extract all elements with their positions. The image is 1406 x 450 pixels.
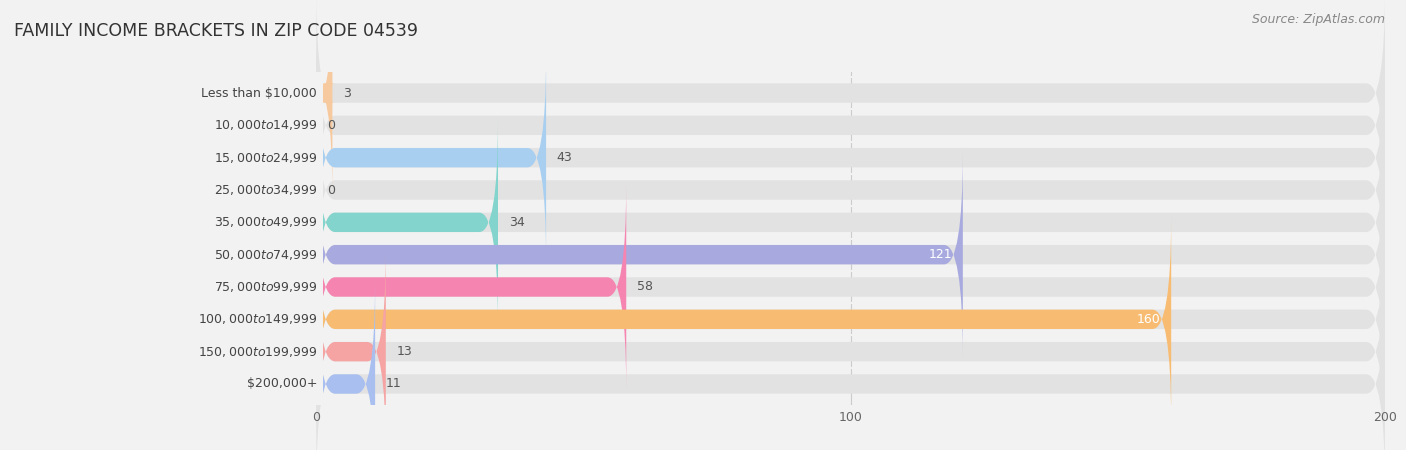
FancyBboxPatch shape — [316, 280, 1385, 450]
Text: 0: 0 — [328, 184, 335, 197]
Text: $15,000 to $24,999: $15,000 to $24,999 — [214, 151, 318, 165]
Text: 3: 3 — [343, 86, 352, 99]
Text: $75,000 to $99,999: $75,000 to $99,999 — [214, 280, 318, 294]
FancyBboxPatch shape — [316, 216, 1171, 423]
Text: Source: ZipAtlas.com: Source: ZipAtlas.com — [1251, 14, 1385, 27]
FancyBboxPatch shape — [316, 22, 1385, 229]
Text: 11: 11 — [385, 378, 402, 391]
Text: $50,000 to $74,999: $50,000 to $74,999 — [214, 248, 318, 261]
Circle shape — [315, 342, 318, 361]
Circle shape — [315, 84, 318, 102]
FancyBboxPatch shape — [316, 280, 375, 450]
Text: $100,000 to $149,999: $100,000 to $149,999 — [198, 312, 318, 326]
FancyBboxPatch shape — [316, 151, 1385, 358]
FancyBboxPatch shape — [316, 248, 385, 450]
FancyBboxPatch shape — [316, 151, 963, 358]
Text: $150,000 to $199,999: $150,000 to $199,999 — [198, 345, 318, 359]
Text: $25,000 to $34,999: $25,000 to $34,999 — [214, 183, 318, 197]
FancyBboxPatch shape — [314, 0, 335, 197]
Text: 58: 58 — [637, 280, 652, 293]
Text: $200,000+: $200,000+ — [246, 378, 318, 391]
Text: 43: 43 — [557, 151, 572, 164]
Circle shape — [315, 310, 318, 328]
Circle shape — [315, 116, 318, 135]
Circle shape — [315, 278, 318, 296]
FancyBboxPatch shape — [316, 184, 1385, 391]
Circle shape — [315, 213, 318, 232]
Text: 34: 34 — [509, 216, 524, 229]
Text: 160: 160 — [1137, 313, 1160, 326]
Text: 0: 0 — [328, 119, 335, 132]
Text: 13: 13 — [396, 345, 412, 358]
Text: $10,000 to $14,999: $10,000 to $14,999 — [214, 118, 318, 132]
FancyBboxPatch shape — [316, 248, 1385, 450]
Text: Less than $10,000: Less than $10,000 — [201, 86, 318, 99]
FancyBboxPatch shape — [316, 216, 1385, 423]
Text: $35,000 to $49,999: $35,000 to $49,999 — [214, 216, 318, 230]
Text: FAMILY INCOME BRACKETS IN ZIP CODE 04539: FAMILY INCOME BRACKETS IN ZIP CODE 04539 — [14, 22, 418, 40]
FancyBboxPatch shape — [316, 184, 626, 391]
Text: 121: 121 — [928, 248, 952, 261]
FancyBboxPatch shape — [316, 119, 498, 326]
Circle shape — [315, 181, 318, 199]
Circle shape — [315, 375, 318, 393]
FancyBboxPatch shape — [316, 54, 546, 261]
FancyBboxPatch shape — [316, 119, 1385, 326]
FancyBboxPatch shape — [316, 54, 1385, 261]
Circle shape — [315, 148, 318, 167]
Circle shape — [315, 245, 318, 264]
FancyBboxPatch shape — [316, 86, 1385, 293]
FancyBboxPatch shape — [316, 0, 1385, 197]
